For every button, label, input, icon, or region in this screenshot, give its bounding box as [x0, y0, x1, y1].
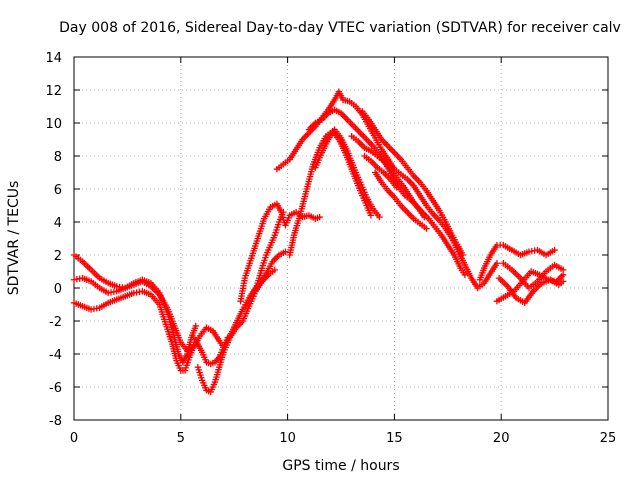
- x-tick-label: 15: [386, 431, 403, 446]
- y-tick-label: 10: [45, 117, 62, 132]
- data-point: [559, 278, 567, 285]
- y-tick-label: 8: [54, 150, 62, 165]
- y-tick-label: 4: [54, 216, 62, 231]
- data-point: [559, 266, 567, 274]
- data-point: [393, 184, 400, 191]
- data-point: [192, 322, 199, 330]
- x-tick-label: 10: [279, 431, 296, 446]
- x-tick-label: 20: [493, 431, 510, 446]
- x-axis-label: GPS time / hours: [282, 458, 399, 474]
- series-track-5: [194, 266, 278, 396]
- x-tick-label: 0: [70, 431, 78, 446]
- series-track-2: [70, 274, 199, 366]
- data-point: [190, 342, 197, 349]
- data-point: [459, 251, 466, 259]
- series-track-7: [250, 208, 287, 300]
- data-point: [461, 271, 469, 278]
- series-track-15: [361, 152, 400, 191]
- axis-ticks: [73, 56, 609, 421]
- series-track-1: [70, 251, 231, 354]
- data-point: [376, 213, 383, 221]
- y-tick-label: -6: [49, 381, 62, 396]
- y-tick-label: 6: [54, 183, 62, 198]
- plot-frame: [73, 56, 609, 421]
- x-tick-labels: 0 5 10 15 20 25: [70, 431, 616, 446]
- data-point: [493, 260, 501, 267]
- data-point: [280, 208, 287, 216]
- y-tick-label: -4: [49, 348, 62, 363]
- x-tick-label: 25: [600, 431, 617, 446]
- data-points: [70, 88, 567, 396]
- series-track-11: [312, 126, 383, 221]
- data-point: [367, 212, 375, 219]
- series-track-19: [500, 260, 567, 292]
- series-track-13: [359, 108, 466, 259]
- series-track-6: [237, 200, 323, 305]
- series-track-14: [371, 169, 430, 232]
- y-axis-label: SDTVAR / TECUs: [6, 181, 22, 296]
- y-tick-label: 0: [54, 282, 62, 297]
- series-track-3: [70, 288, 197, 374]
- data-point: [551, 246, 558, 254]
- series-track-16: [476, 241, 558, 283]
- data-point: [316, 213, 323, 221]
- y-tick-label: -2: [49, 315, 62, 330]
- data-point: [282, 248, 289, 255]
- series-track-4: [190, 248, 289, 368]
- y-tick-label: 14: [45, 51, 62, 66]
- data-point: [271, 266, 278, 274]
- data-point: [423, 225, 430, 232]
- x-tick-label: 5: [177, 431, 185, 446]
- y-tick-label: 12: [45, 84, 62, 99]
- y-tick-label: 2: [54, 249, 62, 264]
- series-track-18: [495, 274, 567, 307]
- chart-title: Day 008 of 2016, Sidereal Day-to-day VTE…: [59, 20, 621, 36]
- series-track-12: [348, 133, 469, 278]
- y-tick-label: -8: [49, 414, 62, 429]
- y-tick-labels: -8 -6 -4 -2 0 2 4 6 8 10 12 14: [45, 51, 62, 429]
